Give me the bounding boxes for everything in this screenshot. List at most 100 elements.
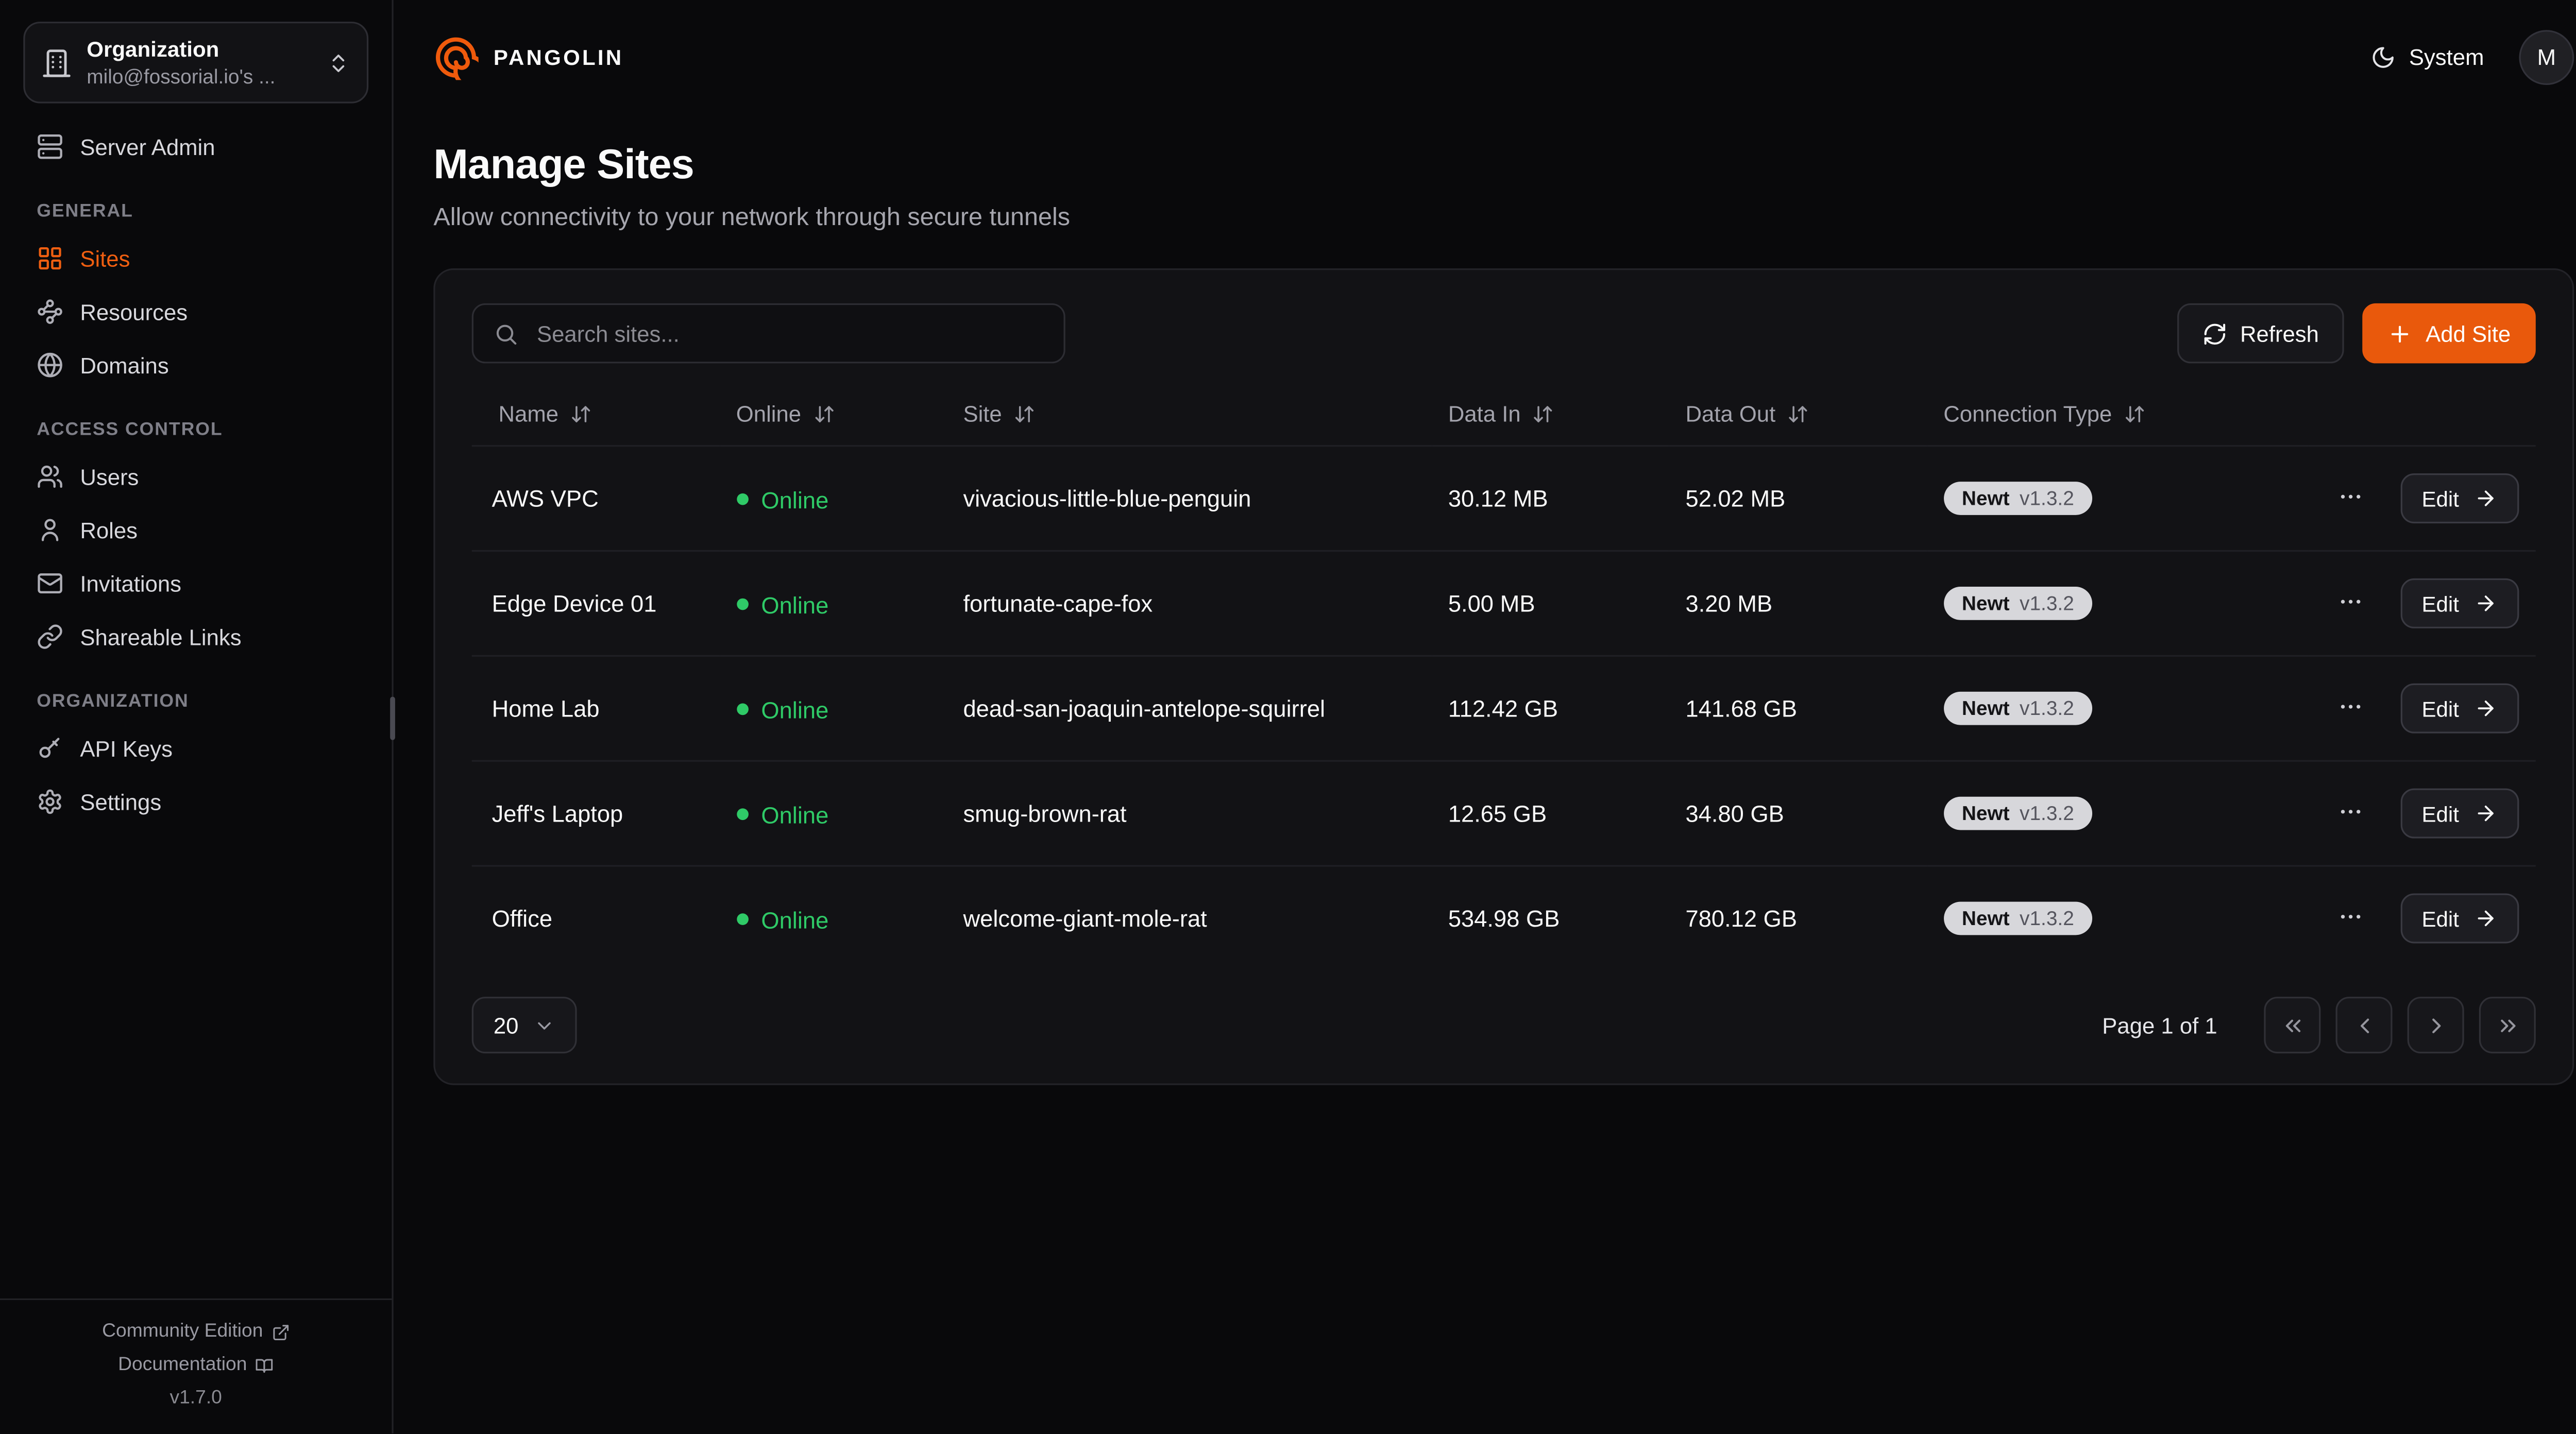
arrow-right-icon xyxy=(2478,595,2494,611)
refresh-label: Refresh xyxy=(2240,320,2319,346)
globe-icon xyxy=(38,352,62,378)
edit-button[interactable]: Edit xyxy=(2400,578,2519,628)
sidebar-item-domains[interactable]: Domains xyxy=(23,338,368,392)
sort-icon xyxy=(1015,406,1033,422)
row-menu-button[interactable] xyxy=(2327,896,2374,941)
chevron-left-icon xyxy=(2360,1017,2368,1033)
ellipsis-icon xyxy=(2340,494,2360,498)
edit-button[interactable]: Edit xyxy=(2400,893,2519,944)
status-badge: Online xyxy=(736,486,828,513)
documentation-label: Documentation xyxy=(118,1355,247,1375)
toolbar-actions: Refresh Add Site xyxy=(2177,303,2536,364)
site-name: Edge Device 01 xyxy=(471,550,720,656)
sidebar-item-label: Users xyxy=(80,464,139,489)
column-header-connection-type[interactable]: Connection Type xyxy=(1943,402,2145,426)
sidebar-item-label: API Keys xyxy=(80,736,173,761)
sidebar-scrollbar[interactable] xyxy=(390,696,395,740)
pager-buttons xyxy=(2264,997,2536,1054)
org-switcher[interactable]: Organization milo@fossorial.io's ... xyxy=(23,22,369,104)
chevrons-right-icon xyxy=(2500,1018,2515,1032)
row-menu-button[interactable] xyxy=(2327,791,2374,835)
sidebar-item-users[interactable]: Users xyxy=(23,450,368,504)
card-toolbar: Refresh Add Site xyxy=(471,303,2536,364)
edit-button[interactable]: Edit xyxy=(2400,683,2519,733)
edit-button[interactable]: Edit xyxy=(2400,473,2519,524)
documentation-link[interactable]: Documentation xyxy=(118,1355,274,1375)
last-page-button[interactable] xyxy=(2479,997,2536,1054)
top-right: System M xyxy=(2370,30,2574,86)
row-menu-button[interactable] xyxy=(2327,581,2374,626)
connection-type-badge: Newt v1.3.2 xyxy=(1943,691,2093,725)
org-title: Organization xyxy=(87,37,219,62)
column-header-name[interactable]: Name xyxy=(499,402,592,426)
add-site-label: Add Site xyxy=(2426,320,2511,346)
status-badge: Online xyxy=(736,696,828,723)
first-page-button[interactable] xyxy=(2264,997,2321,1054)
data-out: 780.12 GB xyxy=(1669,865,1927,970)
sidebar-item-server-admin[interactable]: Server Admin xyxy=(23,120,368,174)
online-dot-icon xyxy=(736,809,748,821)
refresh-icon xyxy=(2204,322,2225,344)
community-edition-label: Community Edition xyxy=(102,1322,263,1342)
sidebar-item-sites[interactable]: Sites xyxy=(23,232,368,285)
community-edition-link[interactable]: Community Edition xyxy=(102,1322,290,1342)
add-site-button[interactable]: Add Site xyxy=(2362,303,2536,364)
next-page-button[interactable] xyxy=(2407,997,2464,1054)
data-in: 112.42 GB xyxy=(1431,655,1669,761)
edit-button[interactable]: Edit xyxy=(2400,788,2519,839)
previous-page-button[interactable] xyxy=(2335,997,2393,1054)
site-slug: fortunate-cape-fox xyxy=(946,550,1432,656)
sidebar-item-label: Server Admin xyxy=(80,134,215,160)
gear-icon xyxy=(39,789,61,814)
sidebar-item-invitations[interactable]: Invitations xyxy=(23,557,368,610)
sidebar-item-settings[interactable]: Settings xyxy=(23,775,368,829)
user-icon xyxy=(41,519,59,541)
sidebar-item-shareable-links[interactable]: Shareable Links xyxy=(23,610,368,663)
page-title: Manage Sites xyxy=(433,142,694,189)
site-name: Office xyxy=(471,865,720,970)
arrow-right-icon xyxy=(2478,701,2494,716)
data-out: 141.68 GB xyxy=(1669,655,1927,761)
column-header-site[interactable]: Site xyxy=(963,402,1035,426)
online-dot-icon xyxy=(736,599,748,611)
row-menu-button[interactable] xyxy=(2327,686,2374,731)
section-label-general: GENERAL xyxy=(37,201,133,222)
page-size-select[interactable]: 20 xyxy=(471,997,577,1054)
theme-toggle[interactable]: System xyxy=(2370,45,2484,70)
sidebar-item-api-keys[interactable]: API Keys xyxy=(23,722,368,775)
sidebar: Organization milo@fossorial.io's ... Ser… xyxy=(0,0,395,1433)
row-menu-button[interactable] xyxy=(2327,476,2374,521)
refresh-button[interactable]: Refresh xyxy=(2177,303,2344,364)
resources-icon xyxy=(38,299,62,324)
column-header-data-in[interactable]: Data In xyxy=(1448,402,1554,426)
column-header-data-out[interactable]: Data Out xyxy=(1685,402,1809,426)
table-row: Office Online welcome-giant-mole-rat 534… xyxy=(471,865,2536,970)
status-badge: Online xyxy=(736,591,828,618)
sidebar-item-label: Settings xyxy=(80,789,162,814)
section-label-organization: ORGANIZATION xyxy=(37,691,189,712)
link-icon xyxy=(38,624,62,649)
sidebar-item-label: Sites xyxy=(80,246,130,271)
sort-icon xyxy=(572,406,590,422)
ellipsis-icon xyxy=(2340,809,2360,813)
theme-label: System xyxy=(2409,45,2484,70)
external-link-icon xyxy=(273,1324,289,1340)
sites-icon xyxy=(39,247,61,270)
chevron-right-icon xyxy=(2431,1017,2440,1033)
sidebar-item-roles[interactable]: Roles xyxy=(23,503,368,557)
chevron-down-icon xyxy=(538,1021,551,1029)
sidebar-item-resources[interactable]: Resources xyxy=(23,285,368,338)
sidebar-nav: Server Admin GENERAL Sites Resources xyxy=(0,110,392,829)
section-label-access-control: ACCESS CONTROL xyxy=(37,420,223,440)
status-badge: Online xyxy=(736,907,828,933)
sites-card: Refresh Add Site N xyxy=(433,268,2574,1085)
site-slug: welcome-giant-mole-rat xyxy=(946,865,1432,970)
avatar[interactable]: M xyxy=(2519,30,2574,86)
data-in: 534.98 GB xyxy=(1431,865,1669,970)
search-input[interactable] xyxy=(533,319,1044,348)
column-header-online[interactable]: Online xyxy=(736,402,835,426)
brand[interactable]: PANGOLIN xyxy=(433,35,623,80)
pager: Page 1 of 1 xyxy=(2102,997,2536,1054)
sidebar-footer: Community Edition Documentation v1.7.0 xyxy=(0,1298,392,1433)
